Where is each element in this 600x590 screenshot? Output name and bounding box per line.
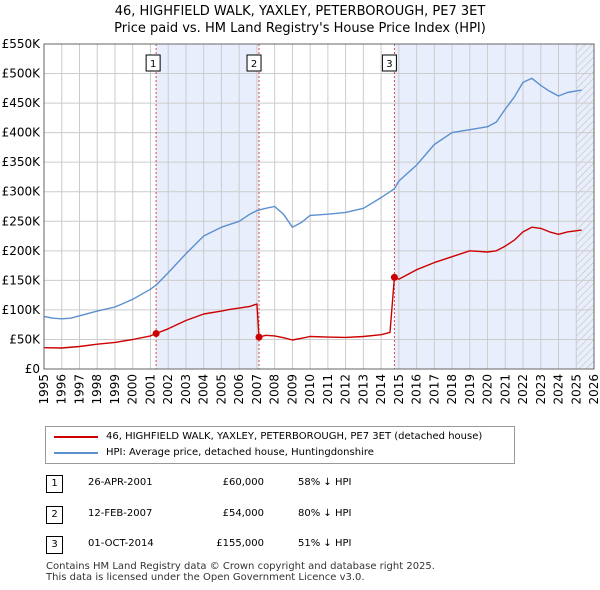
y-tick-label: £250K (2, 214, 42, 228)
footer-license: This data is licensed under the Open Gov… (46, 572, 365, 583)
x-tick-label: 2014 (374, 374, 388, 405)
x-tick-label: 2003 (179, 374, 193, 405)
y-tick-label: £450K (2, 96, 42, 110)
sale-hpi-diff: 80% ↓ HPI (298, 508, 352, 519)
x-tick-label: 2016 (410, 374, 424, 405)
x-tick-label: 2019 (463, 374, 477, 405)
sale-date: 01-OCT-2014 (88, 538, 154, 549)
x-tick-label: 2013 (356, 374, 370, 405)
x-tick-label: 2005 (214, 374, 228, 405)
sale-price: £54,000 (222, 508, 264, 519)
sale-number-badge: 3 (46, 536, 63, 554)
forecast-hatch (576, 44, 594, 369)
chart-legend: 46, HIGHFIELD WALK, YAXLEY, PETERBOROUGH… (45, 426, 515, 464)
legend-label-property: 46, HIGHFIELD WALK, YAXLEY, PETERBOROUGH… (106, 431, 483, 442)
sale-marker-label: 3 (386, 59, 392, 70)
plot-frame (43, 43, 595, 370)
table-row: 2 12-FEB-2007 £54,000 80% ↓ HPI (0, 506, 600, 528)
y-tick-label: £150K (2, 273, 42, 287)
x-tick-label: 2000 (126, 374, 140, 405)
x-tick-label: 2023 (534, 374, 548, 405)
sale-marker-box (145, 54, 161, 72)
sale-marker-box (381, 54, 397, 72)
y-tick-label: £550K (2, 37, 42, 51)
x-tick-label: 2009 (285, 374, 299, 405)
x-tick-label: 2017 (427, 374, 441, 405)
sale-hpi-diff: 58% ↓ HPI (298, 477, 352, 488)
x-tick-label: 1999 (108, 374, 122, 405)
x-tick-label: 1996 (55, 374, 69, 405)
sale-marker-box (246, 54, 262, 72)
sale-point (255, 333, 263, 341)
y-tick-label: £350K (2, 155, 42, 169)
shaded-period (156, 44, 260, 369)
property-price-line (43, 226, 582, 349)
sale-date: 26-APR-2001 (88, 477, 153, 488)
chart-subtitle: Price paid vs. HM Land Registry's House … (114, 21, 486, 36)
legend-label-hpi: HPI: Average price, detached house, Hunt… (106, 447, 374, 458)
y-tick-label: £100K (2, 303, 42, 317)
x-tick-label: 2007 (250, 374, 264, 405)
footer-copyright: Contains HM Land Registry data © Crown c… (46, 561, 435, 572)
x-tick-label: 2008 (268, 374, 282, 405)
x-tick-label: 2004 (197, 374, 211, 405)
x-tick-label: 2012 (339, 374, 353, 405)
sale-hpi-diff: 51% ↓ HPI (298, 538, 352, 549)
table-row: 1 26-APR-2001 £60,000 58% ↓ HPI (0, 475, 600, 497)
x-tick-label: 2026 (587, 374, 600, 405)
y-tick-label: £200K (2, 244, 42, 258)
x-tick-label: 2015 (392, 374, 406, 405)
x-tick-label: 1997 (72, 374, 86, 405)
sale-number-badge: 1 (46, 475, 63, 493)
price-chart: 1 2 3 £0 £50K £100K £150K £200K £250K £300K £350K £… (2, 37, 600, 405)
chart-title: 46, HIGHFIELD WALK, YAXLEY, PETERBOROUGH… (114, 4, 486, 19)
sale-marker-label: 2 (251, 59, 257, 70)
sale-price: £60,000 (222, 477, 264, 488)
x-tick-label: 2024 (552, 374, 566, 405)
y-tick-label: £300K (2, 185, 42, 199)
sale-marker-label: 1 (150, 59, 156, 70)
x-tick-label: 2025 (569, 374, 583, 405)
x-tick-label: 2006 (232, 374, 246, 405)
table-row: 3 01-OCT-2014 £155,000 51% ↓ HPI (0, 536, 600, 558)
sale-date: 12-FEB-2007 (88, 508, 153, 519)
x-tick-label: 2002 (161, 374, 175, 405)
y-tick-label: £0 (25, 362, 40, 376)
x-tick-label: 1995 (37, 374, 51, 405)
x-tick-label: 2018 (445, 374, 459, 405)
y-tick-label: £400K (2, 126, 42, 140)
x-tick-label: 2001 (143, 374, 157, 405)
sale-number-badge: 2 (46, 506, 63, 524)
legend-swatch-property (54, 436, 98, 438)
x-tick-label: 2022 (516, 374, 530, 405)
x-tick-label: 1998 (90, 374, 104, 405)
legend-swatch-hpi (54, 452, 98, 454)
shaded-period (394, 44, 594, 369)
x-tick-label: 2010 (303, 374, 317, 405)
x-tick-label: 2020 (481, 374, 495, 405)
sale-point (152, 330, 160, 338)
y-tick-label: £50K (9, 332, 41, 346)
x-tick-label: 2021 (498, 374, 512, 405)
y-tick-label: £500K (2, 67, 42, 81)
sale-point (390, 273, 398, 281)
x-tick-label: 2011 (321, 374, 335, 405)
sale-price: £155,000 (216, 538, 264, 549)
hpi-line (43, 77, 582, 320)
